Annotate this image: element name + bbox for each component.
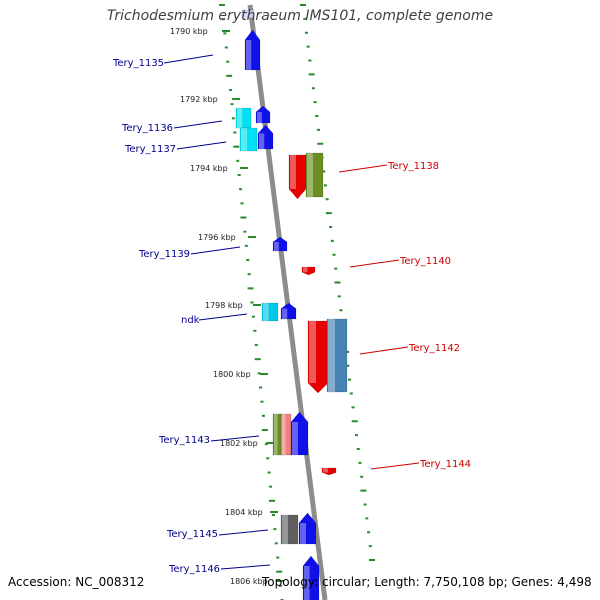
gene-features: [235, 9, 348, 600]
label-leader-line: [218, 529, 269, 536]
label-leader-line: [173, 120, 223, 129]
gene-feature: [321, 467, 337, 476]
gene-feature: [301, 266, 316, 276]
label-leader-line: [220, 564, 271, 570]
label-leader-line: [338, 164, 388, 173]
kbp-marker: 1790 kbp: [170, 27, 208, 36]
kbp-marker: 1792 kbp: [180, 95, 218, 104]
genome-title: Trichodesmium erythraeum IMS101, complet…: [106, 8, 494, 24]
gene-feature: [326, 318, 348, 393]
gene-label-tery-1145: Tery_1145: [166, 529, 218, 540]
kbp-marker: 1800 kbp: [213, 370, 251, 379]
gene-feature: [280, 413, 292, 456]
label-leader-line: [198, 313, 248, 321]
gene-label-tery-1146: Tery_1146: [168, 564, 220, 575]
gene-label-tery-1137: Tery_1137: [124, 144, 176, 155]
gene-feature: [290, 411, 309, 456]
gene-label-tery-1144: Tery_1144: [419, 459, 471, 470]
gene-feature: [244, 29, 261, 71]
gene-feature: [272, 236, 288, 252]
gene-feature: [235, 107, 252, 129]
label-leader-line: [359, 346, 409, 355]
gene-labels: Tery_1135 Tery_1136 Tery_1137 Tery_1138 Tery…: [112, 54, 471, 575]
label-leader-line: [176, 141, 227, 150]
gene-feature: [288, 154, 307, 200]
gene-label-ndk: ndk: [181, 315, 200, 326]
gene-label-tery-1136: Tery_1136: [121, 123, 173, 134]
tick-marks: [219, 4, 375, 600]
gene-feature: [305, 152, 324, 198]
gene-feature: [257, 124, 274, 150]
gene-label-tery-1143: Tery_1143: [158, 435, 210, 446]
gene-feature: [239, 127, 258, 152]
gene-feature: [280, 514, 299, 545]
gene-label-tery-1142: Tery_1142: [408, 343, 460, 354]
gene-feature: [307, 320, 329, 394]
gene-feature: [280, 302, 297, 320]
gene-feature: [261, 302, 279, 322]
label-leader-line: [163, 54, 214, 64]
label-leader-line: [210, 435, 260, 442]
gene-label-tery-1140: Tery_1140: [399, 256, 451, 267]
topology-text: Topology: circular; Length: 7,750,108 bp…: [262, 575, 592, 589]
label-leader-line: [370, 462, 420, 470]
genome-backbone: [247, 4, 328, 600]
kbp-marker: 1804 kbp: [225, 508, 263, 517]
label-leader-line: [349, 259, 400, 268]
accession-text: Accession: NC_008312: [8, 575, 145, 589]
kbp-marker: 1794 kbp: [190, 164, 228, 173]
label-leader-line: [190, 246, 241, 255]
gene-feature: [255, 105, 271, 124]
kbp-marker: 1798 kbp: [205, 301, 243, 310]
kbp-marker: 1806 kbp: [230, 577, 268, 586]
kbp-markers: 1790 kbp 1792 kbp 1794 kbp 1796 kbp 1798 kbp…: [170, 27, 284, 586]
gene-label-tery-1135: Tery_1135: [112, 58, 164, 69]
gene-label-tery-1138: Tery_1138: [387, 161, 439, 172]
gene-feature: [298, 512, 317, 545]
kbp-marker: 1796 kbp: [198, 233, 236, 242]
gene-label-tery-1139: Tery_1139: [138, 249, 190, 260]
gene-feature: [241, 9, 255, 19]
gene-feature: [302, 555, 320, 600]
kbp-marker: 1802 kbp: [220, 439, 258, 448]
